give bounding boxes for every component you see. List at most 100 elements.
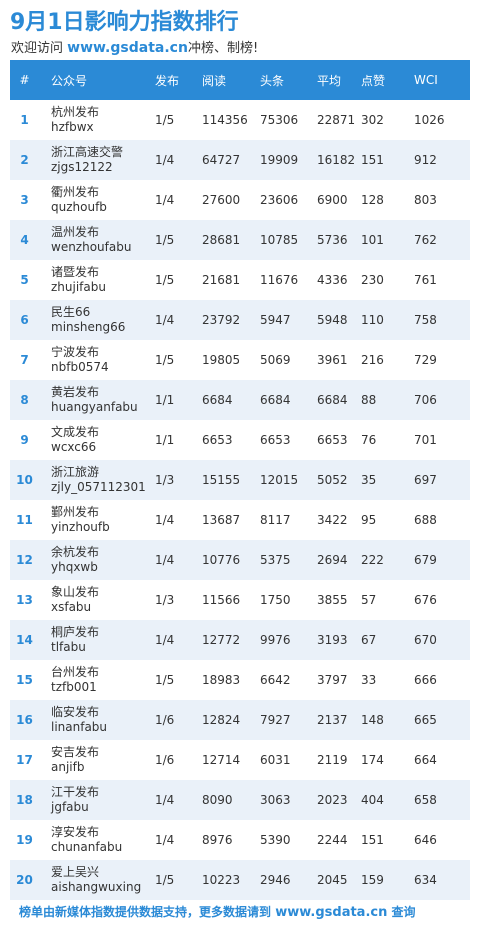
read-cell: 114356 bbox=[202, 113, 248, 127]
account-cell[interactable]: 黄岩发布 huangyanfabu bbox=[39, 380, 155, 420]
account-cell[interactable]: 衢州发布 quzhoufb bbox=[39, 180, 155, 220]
rank-cell: 15 bbox=[16, 673, 33, 687]
average-cell: 3193 bbox=[317, 633, 348, 647]
account-cell[interactable]: 余杭发布 yhqxwb bbox=[39, 540, 155, 580]
account-name: 黄岩发布 bbox=[51, 385, 100, 399]
rank-cell: 3 bbox=[20, 193, 29, 207]
publish-cell: 1/1 bbox=[155, 433, 175, 447]
publish-cell: 1/5 bbox=[155, 273, 175, 287]
site-link[interactable]: www.gsdata.cn bbox=[67, 40, 188, 56]
account-id: yhqxwb bbox=[51, 560, 98, 574]
table-row: 17 安吉发布 anjifb 1/6 12714 6031 2119 174 664 bbox=[10, 740, 470, 780]
headline-cell: 5947 bbox=[260, 313, 291, 327]
average-cell: 2694 bbox=[317, 553, 348, 567]
header-wci: WCI bbox=[414, 73, 438, 87]
average-cell: 3797 bbox=[317, 673, 348, 687]
account-id: jgfabu bbox=[51, 800, 89, 814]
publish-cell: 1/5 bbox=[155, 233, 175, 247]
account-id: xsfabu bbox=[51, 600, 92, 614]
likes-cell: 110 bbox=[361, 313, 384, 327]
headline-cell: 75306 bbox=[260, 113, 299, 127]
ranking-table: # 公众号 发布 阅读 头条 平均 点赞 WCI 1 杭州发布 hzfbwx 1/5 1… bbox=[10, 60, 470, 900]
wci-cell: 1026 bbox=[414, 113, 445, 127]
account-cell[interactable]: 浙江高速交警 zjgs12122 bbox=[39, 140, 155, 180]
account-cell[interactable]: 江干发布 jgfabu bbox=[39, 780, 155, 820]
wci-cell: 664 bbox=[414, 753, 437, 767]
rank-cell: 1 bbox=[20, 113, 29, 127]
rank-cell: 11 bbox=[16, 513, 33, 527]
read-cell: 19805 bbox=[202, 353, 241, 367]
headline-cell: 6642 bbox=[260, 673, 291, 687]
average-cell: 6684 bbox=[317, 393, 348, 407]
account-id: quzhoufb bbox=[51, 200, 107, 214]
likes-cell: 76 bbox=[361, 433, 377, 447]
account-name: 衢州发布 bbox=[51, 185, 100, 199]
rank-cell: 6 bbox=[20, 313, 29, 327]
account-cell[interactable]: 淳安发布 chunanfabu bbox=[39, 820, 155, 860]
rank-cell: 17 bbox=[16, 753, 33, 767]
likes-cell: 159 bbox=[361, 873, 384, 887]
read-cell: 6684 bbox=[202, 393, 233, 407]
table-row: 7 宁波发布 nbfb0574 1/5 19805 5069 3961 216 729 bbox=[10, 340, 470, 380]
headline-cell: 5390 bbox=[260, 833, 291, 847]
wci-cell: 803 bbox=[414, 193, 437, 207]
account-id: anjifb bbox=[51, 760, 85, 774]
account-cell[interactable]: 民生66 minsheng66 bbox=[39, 300, 155, 340]
read-cell: 12772 bbox=[202, 633, 241, 647]
account-id: tlfabu bbox=[51, 640, 86, 654]
likes-cell: 302 bbox=[361, 113, 384, 127]
likes-cell: 148 bbox=[361, 713, 384, 727]
account-cell[interactable]: 爱上吴兴 aishangwuxing bbox=[39, 860, 155, 900]
account-id: yinzhoufb bbox=[51, 520, 110, 534]
account-cell[interactable]: 安吉发布 anjifb bbox=[39, 740, 155, 780]
wci-cell: 762 bbox=[414, 233, 437, 247]
read-cell: 6653 bbox=[202, 433, 233, 447]
account-id: hzfbwx bbox=[51, 120, 94, 134]
headline-cell: 23606 bbox=[260, 193, 299, 207]
read-cell: 12714 bbox=[202, 753, 241, 767]
account-name: 宁波发布 bbox=[51, 345, 100, 359]
wci-cell: 646 bbox=[414, 833, 437, 847]
account-name: 杭州发布 bbox=[51, 105, 100, 119]
rank-cell: 19 bbox=[16, 833, 33, 847]
account-cell[interactable]: 桐庐发布 tlfabu bbox=[39, 620, 155, 660]
header-headline: 头条 bbox=[260, 73, 285, 88]
headline-cell: 19909 bbox=[260, 153, 299, 167]
table-row: 12 余杭发布 yhqxwb 1/4 10776 5375 2694 222 679 bbox=[10, 540, 470, 580]
rank-cell: 20 bbox=[16, 873, 33, 887]
read-cell: 23792 bbox=[202, 313, 241, 327]
headline-cell: 8117 bbox=[260, 513, 291, 527]
account-cell[interactable]: 浙江旅游 zjly_057112301 bbox=[39, 460, 155, 500]
table-row: 15 台州发布 tzfb001 1/5 18983 6642 3797 33 666 bbox=[10, 660, 470, 700]
publish-cell: 1/3 bbox=[155, 593, 175, 607]
footer-note: 榜单由新媒体指数提供数据支持，更多数据请到 www.gsdata.cn 查询 bbox=[19, 903, 416, 920]
account-id: zjly_057112301 bbox=[51, 480, 146, 494]
average-cell: 2137 bbox=[317, 713, 348, 727]
account-cell[interactable]: 宁波发布 nbfb0574 bbox=[39, 340, 155, 380]
account-id: aishangwuxing bbox=[51, 880, 142, 894]
rank-cell: 18 bbox=[16, 793, 33, 807]
read-cell: 12824 bbox=[202, 713, 241, 727]
account-cell[interactable]: 临安发布 linanfabu bbox=[39, 700, 155, 740]
account-cell[interactable]: 诸暨发布 zhujifabu bbox=[39, 260, 155, 300]
publish-cell: 1/6 bbox=[155, 713, 175, 727]
footer-site-link[interactable]: www.gsdata.cn bbox=[275, 905, 388, 920]
account-cell[interactable]: 杭州发布 hzfbwx bbox=[39, 100, 155, 140]
likes-cell: 174 bbox=[361, 753, 384, 767]
likes-cell: 128 bbox=[361, 193, 384, 207]
table-row: 20 爱上吴兴 aishangwuxing 1/5 10223 2946 2045 159 63… bbox=[10, 860, 470, 900]
rank-cell: 7 bbox=[20, 353, 29, 367]
account-cell[interactable]: 鄞州发布 yinzhoufb bbox=[39, 500, 155, 540]
likes-cell: 95 bbox=[361, 513, 377, 527]
account-cell[interactable]: 台州发布 tzfb001 bbox=[39, 660, 155, 700]
account-name: 临安发布 bbox=[51, 705, 100, 719]
average-cell: 2244 bbox=[317, 833, 348, 847]
account-cell[interactable]: 象山发布 xsfabu bbox=[39, 580, 155, 620]
likes-cell: 222 bbox=[361, 553, 384, 567]
table-row: 2 浙江高速交警 zjgs12122 1/4 64727 19909 16182 151 912 bbox=[10, 140, 470, 180]
account-id: minsheng66 bbox=[51, 320, 126, 334]
account-cell[interactable]: 文成发布 wcxc66 bbox=[39, 420, 155, 460]
account-cell[interactable]: 温州发布 wenzhoufabu bbox=[39, 220, 155, 260]
account-name: 余杭发布 bbox=[51, 545, 100, 559]
headline-cell: 5069 bbox=[260, 353, 291, 367]
